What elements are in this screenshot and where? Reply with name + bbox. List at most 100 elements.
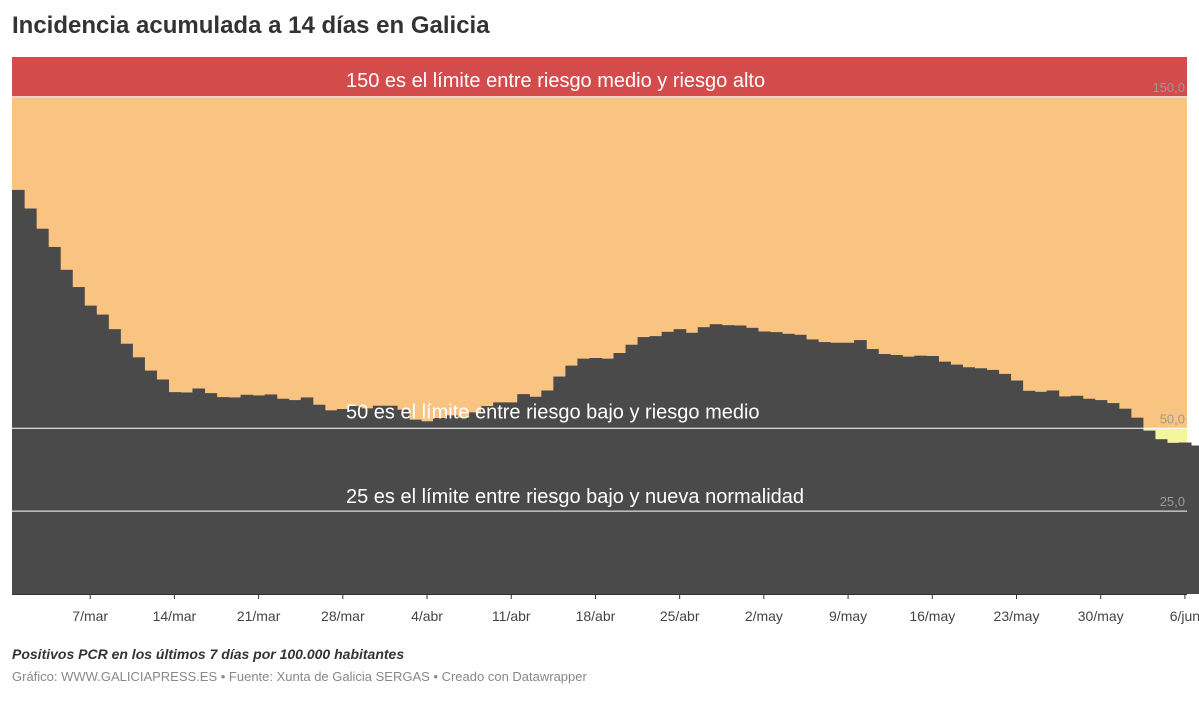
incidence-bar[interactable] [36, 228, 49, 595]
incidence-bar[interactable] [649, 336, 663, 594]
incidence-bar[interactable] [132, 357, 145, 594]
incidence-bar[interactable] [998, 373, 1012, 594]
incidence-bar[interactable] [433, 417, 446, 594]
incidence-bar[interactable] [228, 397, 242, 594]
incidence-bar[interactable] [974, 368, 988, 594]
incidence-bar[interactable] [72, 287, 85, 594]
incidence-bar[interactable] [84, 305, 97, 594]
incidence-bar[interactable] [589, 357, 603, 594]
incidence-bar[interactable] [276, 398, 290, 594]
incidence-bar[interactable] [577, 358, 591, 594]
incidence-bar[interactable] [469, 412, 482, 594]
incidence-bar[interactable] [1022, 390, 1036, 594]
incidence-bar[interactable] [553, 376, 566, 594]
incidence-bar[interactable] [300, 397, 314, 594]
incidence-bar[interactable] [721, 325, 735, 594]
incidence-bar[interactable] [1190, 445, 1199, 594]
incidence-bar[interactable] [312, 404, 326, 594]
incidence-bar[interactable] [204, 393, 218, 594]
incidence-bar[interactable] [733, 325, 747, 595]
incidence-bar[interactable] [938, 361, 951, 594]
incidence-bar[interactable] [505, 402, 518, 594]
incidence-bar[interactable] [1154, 439, 1168, 594]
incidence-bar[interactable] [745, 327, 759, 594]
incidence-bar[interactable] [360, 408, 374, 594]
incidence-bar[interactable] [156, 379, 169, 594]
incidence-bar[interactable] [878, 354, 891, 594]
incidence-bar[interactable] [529, 396, 542, 594]
incidence-bar[interactable] [854, 340, 867, 594]
incidence-bar[interactable] [288, 400, 302, 594]
incidence-bar[interactable] [384, 405, 398, 594]
incidence-bar[interactable] [1178, 442, 1192, 594]
incidence-bar[interactable] [914, 355, 927, 594]
incidence-bar[interactable] [445, 415, 458, 594]
incidence-bar[interactable] [96, 314, 109, 594]
incidence-bar[interactable] [408, 419, 422, 594]
incidence-bar[interactable] [565, 365, 579, 594]
incidence-bar[interactable] [324, 410, 338, 594]
incidence-bar[interactable] [180, 392, 194, 594]
incidence-bar[interactable] [372, 405, 386, 594]
incidence-bar[interactable] [192, 388, 206, 594]
incidence-bar[interactable] [673, 329, 687, 594]
incidence-bar[interactable] [144, 370, 157, 594]
incidence-bar[interactable] [1070, 395, 1084, 594]
x-tick-label: 14/mar [153, 608, 197, 624]
incidence-bar[interactable] [890, 355, 903, 594]
incidence-bar[interactable] [1166, 442, 1180, 594]
incidence-bar[interactable] [757, 331, 771, 594]
incidence-bar[interactable] [637, 337, 651, 594]
incidence-bar[interactable] [1046, 390, 1060, 594]
incidence-bar[interactable] [793, 334, 807, 594]
incidence-bar[interactable] [517, 394, 530, 594]
incidence-bar[interactable] [842, 342, 855, 594]
incidence-bar[interactable] [601, 358, 615, 594]
incidence-bar[interactable] [336, 409, 350, 594]
incidence-bar[interactable] [48, 246, 61, 594]
incidence-bar[interactable] [625, 344, 639, 594]
incidence-bar[interactable] [661, 331, 675, 594]
incidence-bar[interactable] [685, 332, 699, 594]
incidence-bar[interactable] [1130, 417, 1144, 594]
incidence-bar[interactable] [481, 406, 494, 594]
incidence-bar[interactable] [541, 390, 554, 594]
incidence-bar[interactable] [252, 395, 266, 594]
incidence-bar[interactable] [1010, 380, 1024, 594]
incidence-bar[interactable] [1082, 398, 1096, 594]
incidence-bar[interactable] [120, 343, 133, 594]
incidence-bar[interactable] [781, 333, 795, 594]
incidence-bar[interactable] [962, 367, 975, 594]
incidence-bar[interactable] [396, 409, 410, 594]
incidence-bar[interactable] [926, 355, 939, 594]
incidence-bar[interactable] [1118, 408, 1132, 594]
incidence-bar[interactable] [1034, 391, 1048, 594]
incidence-bar[interactable] [805, 339, 819, 594]
incidence-bar[interactable] [264, 394, 278, 594]
incidence-bar[interactable] [950, 364, 963, 594]
incidence-bar[interactable] [697, 327, 711, 594]
incidence-bar[interactable] [24, 208, 37, 594]
incidence-bar[interactable] [457, 417, 470, 594]
incidence-bar[interactable] [1142, 430, 1156, 594]
incidence-bar[interactable] [613, 353, 627, 594]
incidence-bar[interactable] [818, 342, 831, 594]
incidence-bar[interactable] [1106, 403, 1120, 594]
incidence-bar[interactable] [866, 349, 879, 594]
incidence-bar[interactable] [240, 394, 254, 594]
incidence-bar[interactable] [986, 369, 1000, 594]
incidence-bar[interactable] [493, 402, 506, 594]
incidence-bar[interactable] [830, 342, 843, 594]
incidence-bar[interactable] [709, 324, 723, 594]
incidence-bar[interactable] [1058, 396, 1072, 594]
incidence-bar[interactable] [216, 397, 230, 594]
incidence-bar[interactable] [108, 329, 121, 594]
incidence-bar[interactable] [902, 356, 915, 594]
incidence-bar[interactable] [168, 392, 182, 594]
incidence-bar[interactable] [421, 421, 434, 594]
incidence-bar[interactable] [12, 189, 25, 594]
incidence-bar[interactable] [60, 269, 73, 594]
incidence-bar[interactable] [1094, 400, 1108, 594]
incidence-bar[interactable] [769, 332, 783, 594]
incidence-bar[interactable] [348, 406, 362, 594]
